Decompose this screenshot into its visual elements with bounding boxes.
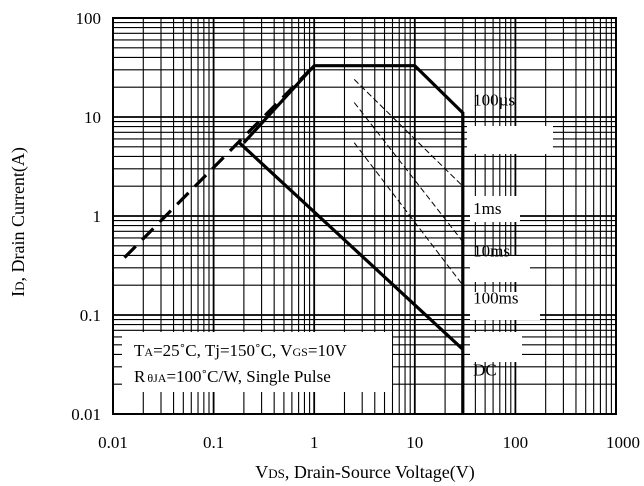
label-background — [470, 332, 522, 362]
y-tick-label: 0.1 — [80, 306, 101, 325]
curve-label-dc: DC — [473, 361, 497, 380]
annotation-line-1: TA=25˚C, Tj=150˚C, VGS=10V — [134, 341, 347, 360]
y-axis-label: ID, Drain Current(A) — [8, 147, 29, 297]
y-tick-label: 1 — [93, 207, 102, 226]
curve-label-100us: 100µs — [473, 91, 515, 110]
y-tick-label: 10 — [84, 108, 101, 127]
x-tick-label: 0.1 — [203, 433, 224, 452]
x-axis-label: VDS, Drain-Source Voltage(V) — [255, 462, 474, 483]
x-tick-label: 10 — [406, 433, 423, 452]
y-tick-label: 100 — [76, 9, 102, 28]
y-tick-label: 0.01 — [71, 405, 101, 424]
label-background — [467, 126, 553, 154]
x-tick-label: 1 — [310, 433, 319, 452]
series-line-1 — [125, 66, 315, 258]
x-tick-label: 1000 — [606, 433, 640, 452]
curve-label-1ms: 1ms — [473, 199, 501, 218]
curve-label-10ms: 10ms — [473, 241, 510, 260]
x-tick-label: 0.01 — [98, 433, 128, 452]
curve-label-100ms: 100ms — [473, 289, 518, 308]
x-tick-label: 100 — [503, 433, 529, 452]
